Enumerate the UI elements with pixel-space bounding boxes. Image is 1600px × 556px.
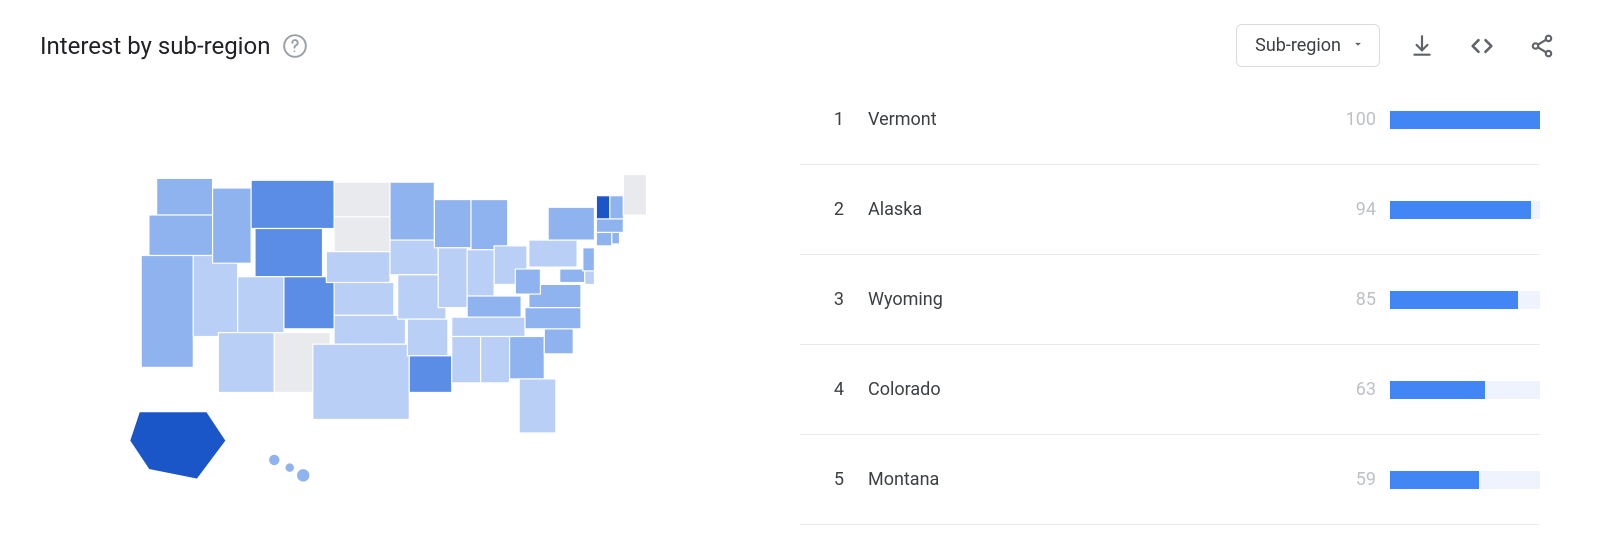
state-ca[interactable]	[141, 256, 193, 368]
region-row[interactable]: 5Montana59	[800, 435, 1540, 525]
bar-track	[1390, 111, 1540, 129]
value: 63	[1334, 379, 1390, 400]
bar-track	[1390, 201, 1540, 219]
region-name: Vermont	[844, 109, 1334, 130]
region-row[interactable]: 1Vermont100	[800, 75, 1540, 165]
bar-fill	[1390, 111, 1540, 129]
help-icon[interactable]	[282, 33, 308, 59]
region-list: 1Vermont1002Alaska943Wyoming854Colorado6…	[800, 75, 1560, 525]
share-icon[interactable]	[1524, 28, 1560, 64]
rank: 1	[800, 109, 844, 130]
region-level-dropdown[interactable]: Sub-region	[1236, 24, 1380, 67]
value: 85	[1334, 289, 1390, 310]
region-row[interactable]: 4Colorado63	[800, 345, 1540, 435]
chevron-down-icon	[1351, 35, 1365, 56]
state-nd[interactable]	[334, 182, 390, 217]
region-row[interactable]: 3Wyoming85	[800, 255, 1540, 345]
bar-track	[1390, 471, 1540, 489]
state-ok[interactable]	[334, 316, 405, 345]
state-ar[interactable]	[407, 319, 448, 356]
embed-icon[interactable]	[1464, 28, 1500, 64]
state-pa[interactable]	[529, 240, 577, 267]
state-fl[interactable]	[519, 379, 556, 433]
state-hi[interactable]	[296, 469, 310, 483]
state-me[interactable]	[623, 175, 646, 216]
download-icon[interactable]	[1404, 28, 1440, 64]
state-ky[interactable]	[467, 296, 521, 317]
state-ut[interactable]	[238, 277, 284, 333]
state-in[interactable]	[467, 250, 494, 296]
region-row[interactable]: 2Alaska94	[800, 165, 1540, 255]
state-mi[interactable]	[471, 200, 508, 250]
value: 100	[1334, 109, 1390, 130]
state-wa[interactable]	[157, 179, 213, 216]
state-ms[interactable]	[452, 337, 481, 383]
state-md[interactable]	[560, 269, 585, 283]
state-id[interactable]	[213, 188, 252, 263]
state-ga[interactable]	[510, 337, 545, 379]
us-map[interactable]	[40, 75, 800, 525]
region-name: Montana	[844, 469, 1334, 490]
state-ct[interactable]	[596, 233, 611, 247]
state-ny[interactable]	[548, 208, 594, 241]
region-name: Colorado	[844, 379, 1334, 400]
state-la[interactable]	[409, 356, 451, 393]
state-tn[interactable]	[452, 317, 525, 336]
state-hi[interactable]	[285, 463, 295, 473]
state-il[interactable]	[438, 248, 467, 308]
rank: 3	[800, 289, 844, 310]
bar-fill	[1390, 471, 1479, 489]
state-sd[interactable]	[334, 217, 390, 252]
state-mn[interactable]	[390, 182, 434, 240]
state-wv[interactable]	[515, 269, 540, 294]
bar-fill	[1390, 381, 1485, 399]
state-hi[interactable]	[269, 454, 281, 466]
state-mt[interactable]	[251, 181, 334, 229]
value: 94	[1334, 199, 1390, 220]
dropdown-label: Sub-region	[1255, 35, 1341, 56]
state-ne[interactable]	[326, 252, 390, 283]
state-ri[interactable]	[612, 233, 620, 245]
state-az[interactable]	[218, 333, 274, 393]
bar-fill	[1390, 201, 1531, 219]
state-sc[interactable]	[544, 329, 573, 354]
state-tx[interactable]	[313, 344, 409, 419]
state-al[interactable]	[481, 337, 510, 383]
state-nj[interactable]	[583, 248, 595, 271]
state-ks[interactable]	[334, 283, 394, 316]
region-name: Alaska	[844, 199, 1334, 220]
rank: 4	[800, 379, 844, 400]
state-nv[interactable]	[193, 256, 237, 337]
state-wi[interactable]	[434, 200, 471, 248]
state-ma[interactable]	[596, 219, 623, 233]
state-ia[interactable]	[390, 240, 438, 275]
state-nc[interactable]	[525, 308, 581, 329]
state-ak[interactable]	[130, 412, 226, 480]
state-or[interactable]	[149, 215, 213, 256]
bar-track	[1390, 381, 1540, 399]
bar-track	[1390, 291, 1540, 309]
region-name: Wyoming	[844, 289, 1334, 310]
state-vt[interactable]	[596, 196, 610, 219]
rank: 2	[800, 199, 844, 220]
bar-fill	[1390, 291, 1518, 309]
rank: 5	[800, 469, 844, 490]
state-nh[interactable]	[610, 196, 624, 219]
panel-title: Interest by sub-region	[40, 32, 270, 60]
value: 59	[1334, 469, 1390, 490]
state-wy[interactable]	[255, 229, 323, 277]
panel-header: Interest by sub-region Sub-region	[40, 24, 1560, 67]
